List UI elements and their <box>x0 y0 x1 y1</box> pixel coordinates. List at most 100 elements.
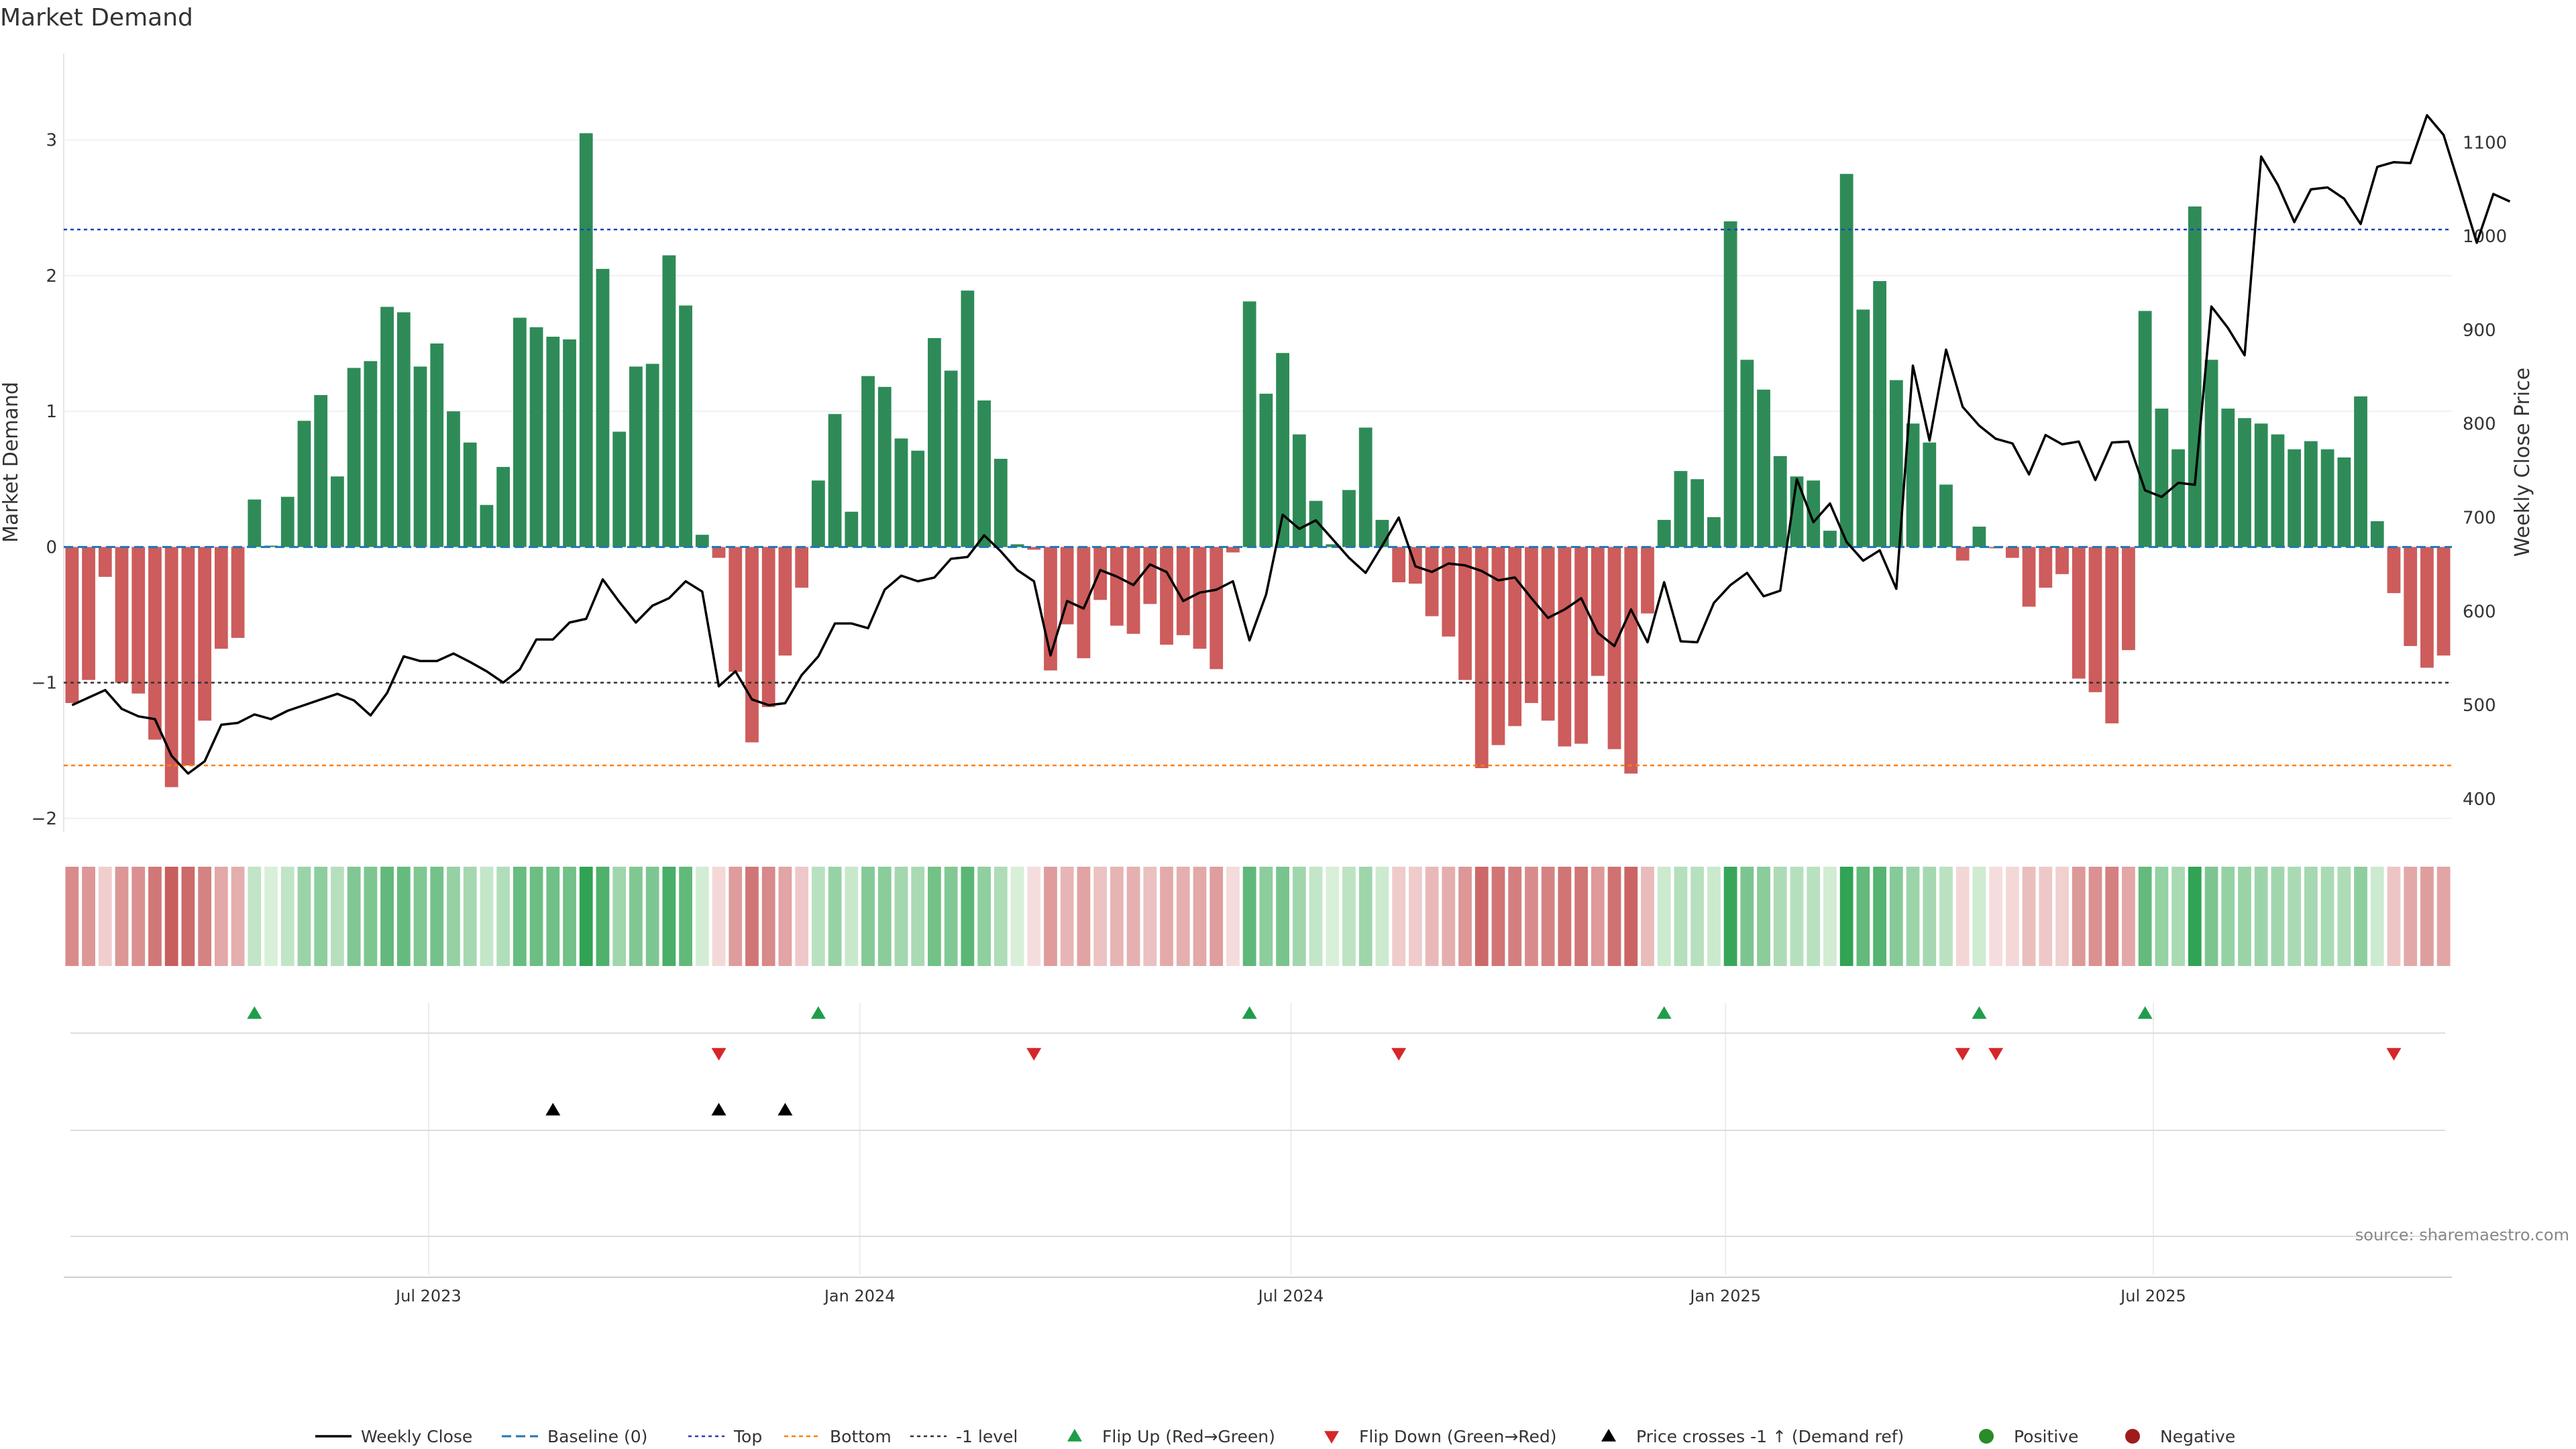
demand-bar <box>1276 353 1289 547</box>
demand-bar <box>98 547 112 577</box>
demand-bar <box>1309 500 1323 547</box>
heat-cell <box>1591 867 1605 966</box>
price-cross-marker <box>777 1103 793 1116</box>
heat-cell <box>1558 867 1572 966</box>
demand-bar <box>1823 531 1837 547</box>
legend-label: Bottom <box>830 1427 892 1446</box>
demand-bar <box>280 496 294 547</box>
heat-cell <box>1160 867 1173 966</box>
heat-cell <box>1442 867 1456 966</box>
demand-bar <box>1807 480 1821 547</box>
heat-cell <box>248 867 262 966</box>
heat-cell <box>430 867 444 966</box>
heat-cell <box>612 867 627 966</box>
heat-cell <box>2354 867 2367 966</box>
demand-bar <box>1541 547 1555 721</box>
heat-cell <box>1823 867 1837 966</box>
demand-bar <box>2171 449 2185 547</box>
demand-bar <box>745 547 759 743</box>
demand-bar <box>2072 547 2086 679</box>
heat-cell <box>198 867 212 966</box>
demand-bar <box>828 414 842 547</box>
demand-bar <box>2320 449 2334 547</box>
heat-cell <box>1491 867 1505 966</box>
demand-bar <box>928 337 941 547</box>
demand-bar <box>1525 547 1538 703</box>
heat-cell <box>1723 867 1737 966</box>
heat-cell <box>894 867 908 966</box>
heat-cell <box>845 867 859 966</box>
demand-bar <box>1624 547 1638 774</box>
heat-cell <box>2039 867 2053 966</box>
demand-bar <box>629 366 643 547</box>
demand-bar <box>1574 547 1588 744</box>
demand-bar <box>1193 547 1207 649</box>
heat-cell <box>745 867 759 966</box>
demand-bar <box>1375 519 1389 547</box>
heat-cell <box>280 867 294 966</box>
heat-cell <box>729 867 743 966</box>
y-tick-label: 0 <box>46 537 57 557</box>
y-tick-label: 1 <box>46 402 57 422</box>
heat-cell <box>1939 867 1953 966</box>
heat-cell <box>977 867 991 966</box>
heat-cell <box>1707 867 1721 966</box>
heat-cell <box>1143 867 1157 966</box>
demand-bar <box>430 343 444 547</box>
demand-bar <box>198 547 212 721</box>
legend-item: Top <box>688 1427 762 1446</box>
demand-bar <box>1856 309 1870 547</box>
demand-bar <box>1707 517 1721 547</box>
heat-cell <box>629 867 643 966</box>
demand-bar <box>2039 547 2053 588</box>
legend-label: Positive <box>2014 1427 2078 1446</box>
heat-cell <box>1093 867 1108 966</box>
demand-bar <box>231 547 245 638</box>
heat-cell <box>1474 867 1489 966</box>
demand-bar <box>297 421 311 547</box>
demand-bar <box>1392 547 1406 582</box>
legend-item: Flip Up (Red→Green) <box>1067 1427 1275 1446</box>
y2-tick-label: 400 <box>2463 790 2496 810</box>
demand-bar <box>1889 380 1903 547</box>
heat-cell <box>811 867 825 966</box>
demand-bar <box>1110 547 1124 626</box>
y2-tick-label: 900 <box>2463 321 2496 341</box>
legend-label: -1 level <box>956 1427 1018 1446</box>
heat-cell <box>2105 867 2119 966</box>
legend-swatch <box>1067 1429 1082 1442</box>
heat-cell <box>2337 867 2351 966</box>
heat-cell <box>1210 867 1224 966</box>
heat-cell <box>1541 867 1555 966</box>
legend-item: Negative <box>2125 1427 2235 1446</box>
legend-label: Weekly Close <box>361 1427 472 1446</box>
demand-bar <box>1425 547 1439 616</box>
heat-cell <box>347 867 361 966</box>
demand-bar <box>729 547 743 672</box>
demand-bar <box>1442 547 1456 637</box>
price-cross-marker <box>711 1103 727 1116</box>
demand-bar <box>2387 547 2401 594</box>
demand-bar <box>2337 457 2351 547</box>
heat-cell <box>1060 867 1074 966</box>
heat-cell <box>1740 867 1754 966</box>
demand-bar <box>911 450 925 547</box>
demand-bar <box>2204 360 2218 547</box>
flip-up-marker <box>1972 1006 1987 1019</box>
demand-bar <box>778 547 792 656</box>
demand-bar <box>347 368 361 547</box>
heat-cell <box>579 867 593 966</box>
demand-bar <box>977 400 991 547</box>
demand-bar <box>447 411 460 547</box>
demand-bar <box>861 376 875 547</box>
y2-tick-label: 800 <box>2463 415 2496 435</box>
heat-cell <box>1242 867 1256 966</box>
demand-bar <box>2238 418 2251 547</box>
heat-cell <box>1358 867 1373 966</box>
heat-cell <box>1027 867 1041 966</box>
flip-down-marker <box>1955 1048 1970 1061</box>
y2-axis-label: Weekly Close Price <box>2511 368 2534 557</box>
heat-cell <box>1989 867 2003 966</box>
heat-cell <box>2171 867 2185 966</box>
